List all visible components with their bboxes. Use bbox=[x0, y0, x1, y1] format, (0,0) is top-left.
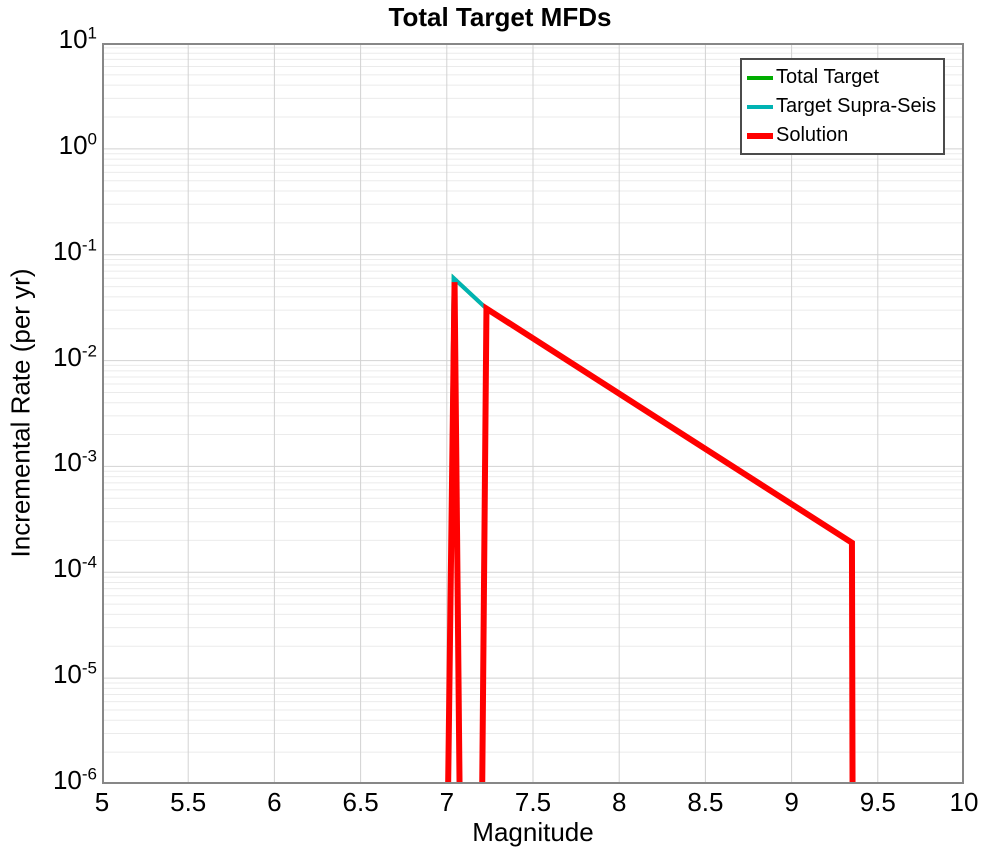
x-tick-label: 9 bbox=[784, 787, 799, 817]
series-line-solution bbox=[445, 282, 856, 784]
x-tick-label: 8.5 bbox=[687, 787, 724, 817]
legend: Total Target Target Supra-Seis Solution bbox=[740, 58, 946, 155]
legend-label: Solution bbox=[776, 124, 849, 146]
legend-label: Target Supra-Seis bbox=[776, 95, 937, 117]
x-tick-label: 5 bbox=[94, 787, 110, 817]
plot-border bbox=[102, 43, 964, 784]
y-tick-label: 100 bbox=[58, 129, 97, 160]
y-tick-label: 10-1 bbox=[52, 235, 97, 266]
x-tick-label: 7.5 bbox=[514, 787, 552, 817]
y-axis-title: Incremental Rate (per yr) bbox=[5, 268, 36, 558]
legend-line-swatch bbox=[747, 104, 773, 109]
x-tick-label: 7 bbox=[439, 787, 455, 817]
x-axis-title: Magnitude bbox=[472, 817, 594, 847]
y-tick-label: 10-3 bbox=[52, 446, 97, 478]
major-vertical-gridlines bbox=[187, 43, 879, 784]
x-tick-label: 6 bbox=[267, 787, 282, 817]
x-tick-label: 6.5 bbox=[342, 787, 379, 817]
x-tick-label: 8 bbox=[611, 787, 627, 817]
x-tick-label: 10 bbox=[949, 787, 979, 817]
legend-item: Total Target bbox=[747, 63, 936, 92]
chart-title: Total Target MFDs bbox=[388, 2, 612, 32]
x-tick-label: 5.5 bbox=[170, 787, 207, 817]
y-tick-label: 101 bbox=[58, 23, 97, 54]
x-tick-label: 9.5 bbox=[859, 787, 896, 817]
legend-line-swatch bbox=[747, 132, 773, 139]
legend-item: Target Supra-Seis bbox=[747, 92, 936, 121]
series-lines bbox=[445, 273, 856, 784]
y-tick-label: 10-4 bbox=[52, 552, 97, 584]
y-tick-label: 10-6 bbox=[52, 764, 97, 795]
y-tick-label: 10-2 bbox=[52, 340, 97, 372]
legend-label: Total Target bbox=[776, 66, 880, 88]
y-tick-label: 10-5 bbox=[52, 658, 97, 690]
legend-item: Solution bbox=[747, 121, 936, 150]
plot-area bbox=[102, 43, 964, 784]
legend-line-swatch bbox=[747, 75, 773, 80]
